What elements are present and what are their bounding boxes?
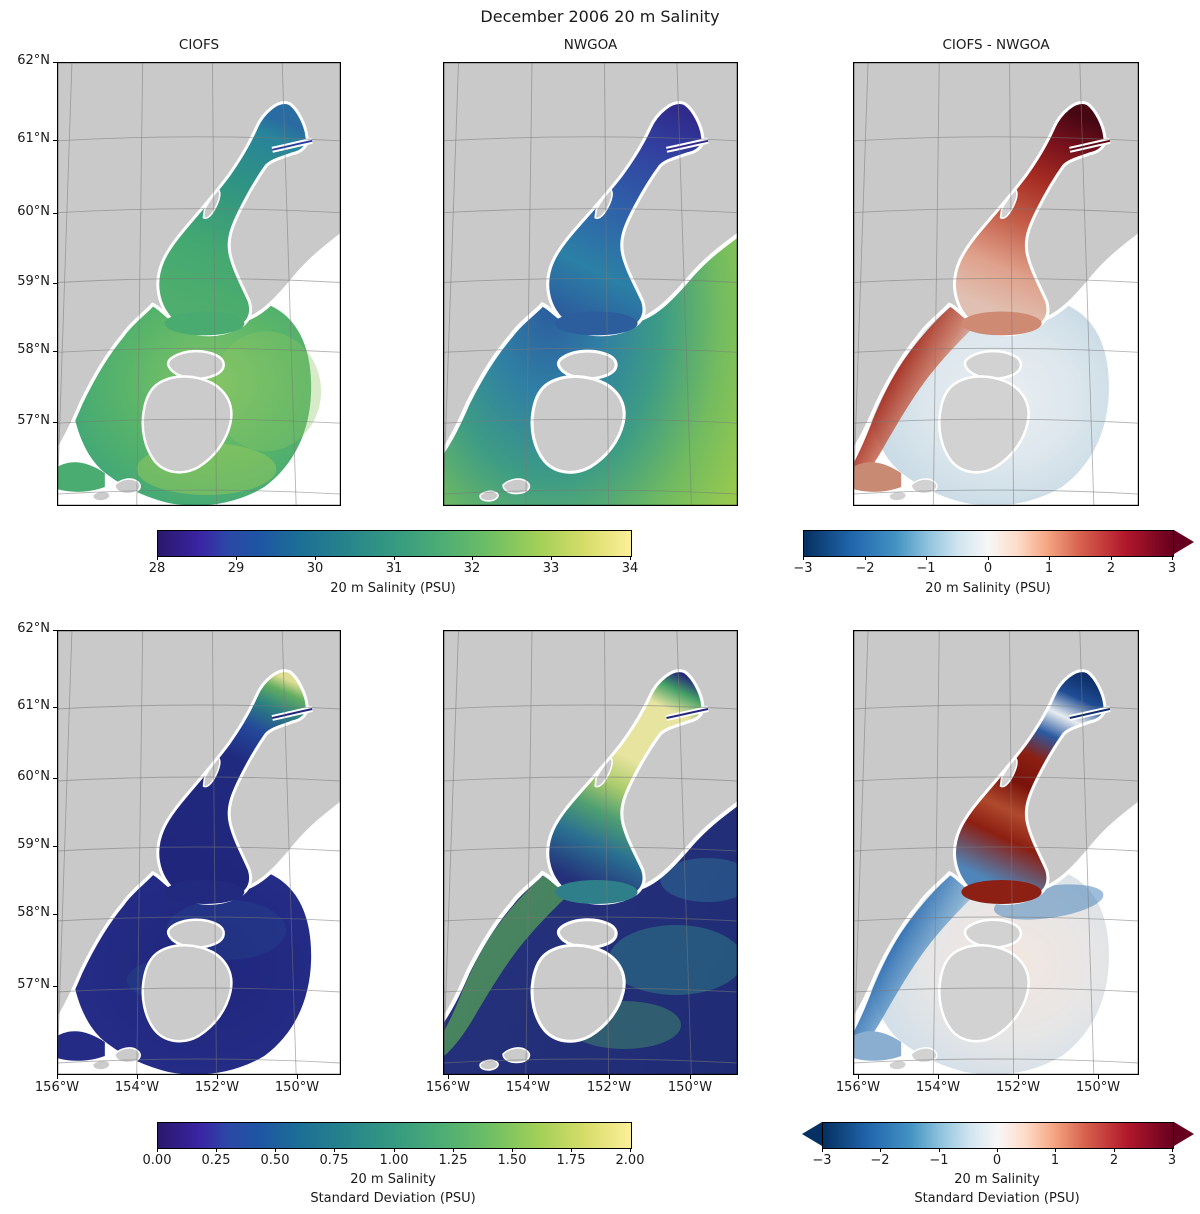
colorbar-std-diff-tick: −3 (812, 1153, 832, 1168)
colorbar-std-tick: 0.00 (142, 1153, 172, 1168)
colorbar-salinity-diff (803, 530, 1174, 557)
lon-tick-label: 150°W (667, 1080, 713, 1095)
lat-tick-label: 57°N (17, 977, 50, 992)
lon-tick-label: 152°W (586, 1080, 632, 1095)
lat-tick-label: 61°N (17, 698, 50, 713)
map-nwgoa-salinity (443, 62, 738, 506)
colorbar-salinity-tick: 32 (463, 561, 481, 576)
lat-tick-label: 57°N (17, 413, 50, 428)
lon-tick-label: 154°W (114, 1080, 160, 1095)
colorbar-std-diff-tick: 3 (1167, 1153, 1177, 1168)
lon-tick-label: 150°W (1075, 1080, 1121, 1095)
colorbar-std-tick: 1.50 (497, 1153, 527, 1168)
colorbar-salinity (157, 530, 632, 557)
colorbar-diff-tick: −1 (916, 561, 936, 576)
map-nwgoa-std (443, 630, 738, 1075)
colorbar-diff-tick: 3 (1167, 561, 1177, 576)
colorbar-diff-label: 20 m Salinity (PSU) (925, 581, 1051, 596)
colorbar-extend-left (802, 1122, 822, 1146)
lon-tick-label: 150°W (274, 1080, 320, 1095)
colorbar-std-diff-tick: 2 (1109, 1153, 1119, 1168)
colorbar-std-tick: 1.00 (379, 1153, 409, 1168)
colorbar-std-diff-label-line2: Standard Deviation (PSU) (914, 1191, 1080, 1206)
lat-tick-label: 60°N (17, 769, 50, 784)
panel-title-diff: CIOFS - NWGOA (942, 37, 1050, 53)
colorbar-std-diff-label-line1: 20 m Salinity (954, 1172, 1040, 1187)
colorbar-diff-tick: 1 (1044, 561, 1054, 576)
lon-tick-label: 152°W (194, 1080, 240, 1095)
map-ciofs-salinity (57, 62, 341, 506)
colorbar-std-tick: 0.75 (319, 1153, 349, 1168)
colorbar-std-tick: 0.25 (201, 1153, 231, 1168)
lat-tick-label: 61°N (17, 131, 50, 146)
colorbar-std-diff-tick: −2 (870, 1153, 890, 1168)
colorbar-salinity-tick: 30 (306, 561, 324, 576)
colorbar-salinity-label: 20 m Salinity (PSU) (330, 581, 456, 596)
colorbar-salinity-tick: 33 (542, 561, 560, 576)
colorbar-extend-right (1174, 1122, 1194, 1146)
lon-tick-label: 154°W (915, 1080, 961, 1095)
map-salinity-difference (853, 62, 1139, 506)
colorbar-diff-tick: 0 (983, 561, 993, 576)
lon-tick-label: 154°W (505, 1080, 551, 1095)
colorbar-std-diff-tick: 0 (992, 1153, 1002, 1168)
colorbar-diff-tick: −3 (793, 561, 813, 576)
lat-tick-label: 62°N (17, 53, 50, 68)
lat-tick-label: 58°N (17, 342, 50, 357)
panel-title-ciofs: CIOFS (178, 37, 220, 53)
colorbar-std-label-line2: Standard Deviation (PSU) (310, 1191, 476, 1206)
lat-tick-label: 59°N (17, 274, 50, 289)
colorbar-salinity-tick: 29 (227, 561, 245, 576)
lat-tick-label: 58°N (17, 905, 50, 920)
colorbar-std-diff-tick: 1 (1050, 1153, 1060, 1168)
lat-tick-label: 62°N (17, 621, 50, 636)
colorbar-std (157, 1122, 632, 1149)
colorbar-std-label-line1: 20 m Salinity (350, 1172, 436, 1187)
colorbar-extend-right (1174, 530, 1194, 554)
colorbar-salinity-tick: 28 (148, 561, 166, 576)
figure-title: December 2006 20 m Salinity (480, 7, 720, 26)
colorbar-std-diff (822, 1122, 1174, 1149)
colorbar-salinity-tick: 34 (621, 561, 639, 576)
lon-tick-label: 156°W (835, 1080, 881, 1095)
colorbar-std-tick: 2.00 (615, 1153, 645, 1168)
map-std-difference (853, 630, 1139, 1075)
lon-tick-label: 152°W (995, 1080, 1041, 1095)
map-ciofs-std (57, 630, 341, 1075)
colorbar-salinity-tick: 31 (385, 561, 403, 576)
colorbar-std-diff-tick: −1 (929, 1153, 949, 1168)
colorbar-diff-tick: 2 (1106, 561, 1116, 576)
lat-tick-label: 60°N (17, 204, 50, 219)
lon-tick-label: 156°W (425, 1080, 471, 1095)
lon-tick-label: 156°W (34, 1080, 80, 1095)
colorbar-diff-tick: −2 (855, 561, 875, 576)
panel-title-nwgoa: NWGOA (563, 37, 618, 53)
colorbar-std-tick: 0.50 (260, 1153, 290, 1168)
lat-tick-label: 59°N (17, 837, 50, 852)
colorbar-std-tick: 1.25 (438, 1153, 468, 1168)
colorbar-std-tick: 1.75 (556, 1153, 586, 1168)
